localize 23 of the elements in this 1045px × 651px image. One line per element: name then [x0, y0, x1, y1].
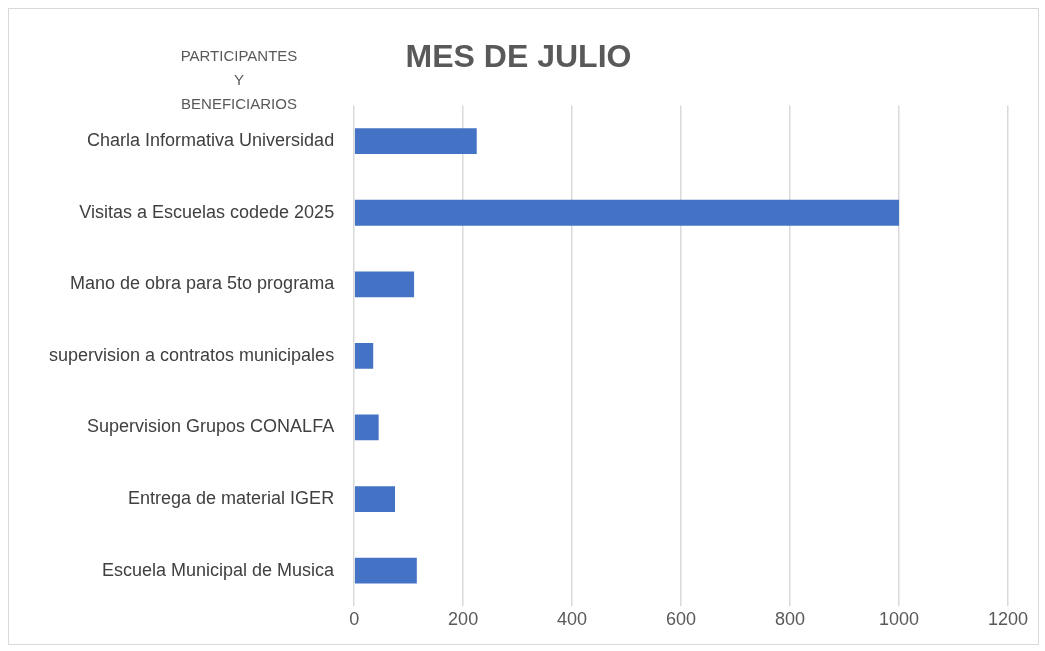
y-tick-label: supervision a contratos municipales [48, 344, 335, 365]
y-tick-label: Escuela Municipal de Musica [102, 559, 336, 580]
bar [354, 343, 374, 369]
bar [354, 414, 379, 441]
bar [354, 486, 396, 512]
y-tick-label: Supervision Grupos CONALFA [87, 416, 335, 437]
bar [354, 271, 415, 298]
x-tick-label: 1000 [879, 609, 920, 630]
x-tick-label: 0 [349, 609, 360, 630]
y-tick-label: Entrega de material IGER [128, 488, 335, 509]
bar [354, 128, 477, 155]
bar [354, 199, 900, 226]
y-tick-label: Charla Informativa Universidad [87, 130, 335, 151]
x-tick-label: 600 [666, 609, 697, 630]
y-tick-label: Visitas a Escuelas codede 2025 [79, 201, 335, 222]
x-tick-label: 1200 [987, 609, 1029, 630]
chart-title: MES DE JULIO [405, 38, 632, 75]
y-axis-title: PARTICIPANTES Y BENEFICIARIOS [180, 46, 298, 112]
y-tick-label: Mano de obra para 5to programa [69, 273, 336, 294]
bar [354, 557, 417, 584]
x-tick-label: 800 [775, 609, 806, 630]
x-tick-label: 400 [557, 609, 588, 630]
x-tick-label: 200 [448, 609, 479, 630]
